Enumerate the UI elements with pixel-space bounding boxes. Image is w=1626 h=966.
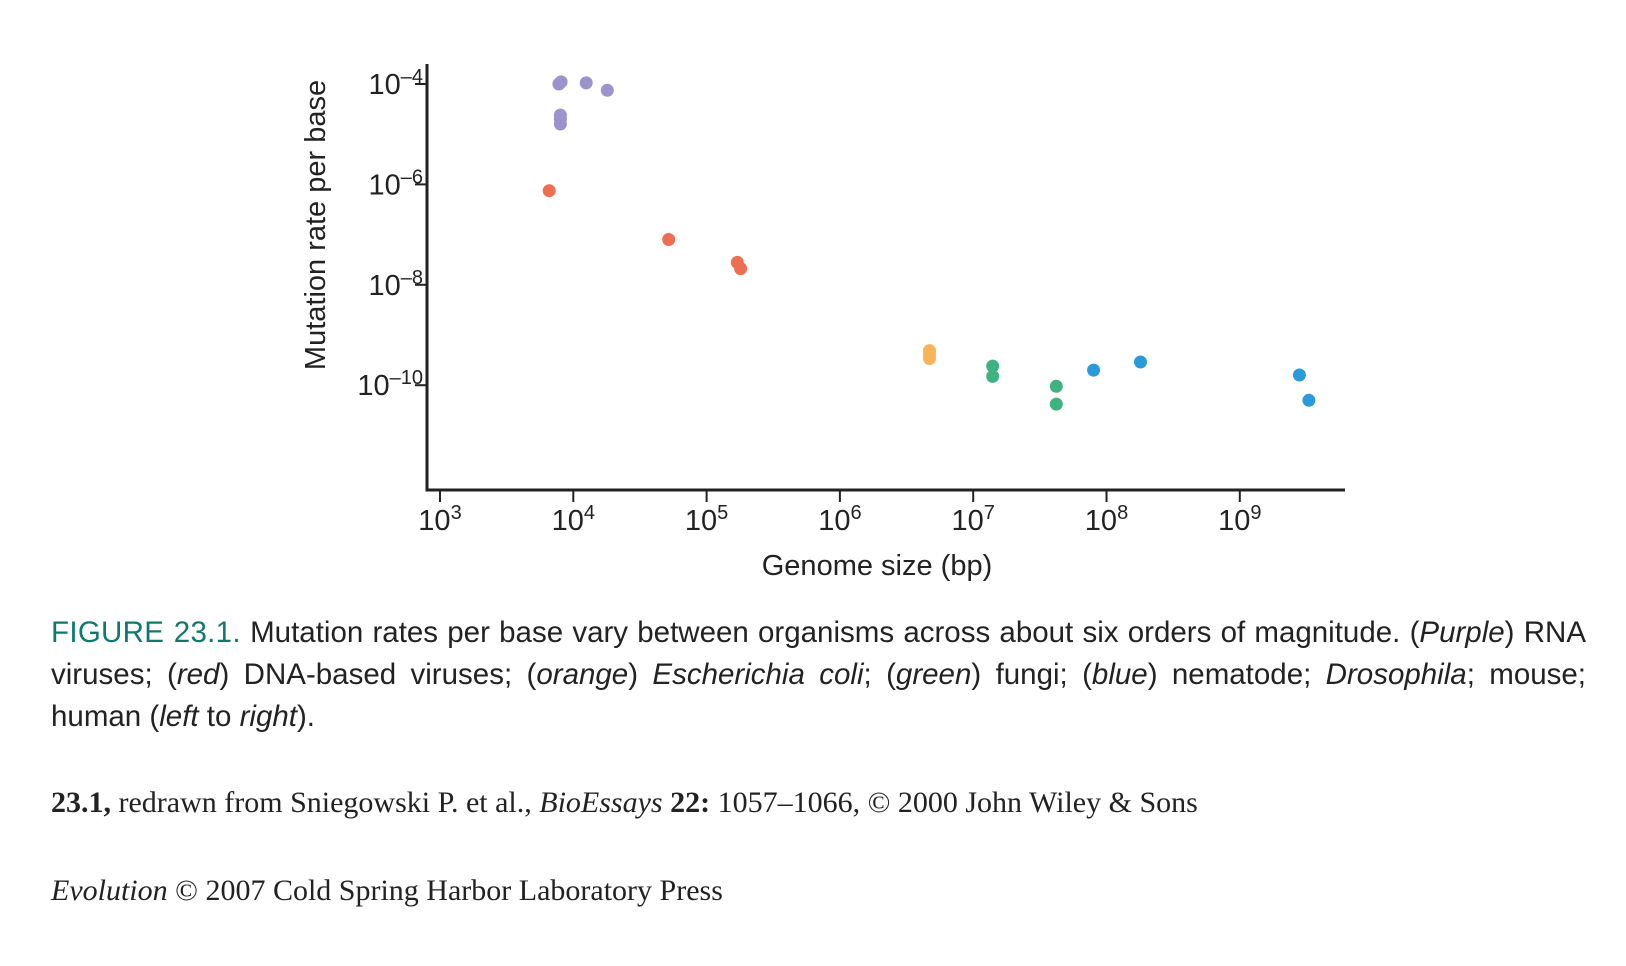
data-point bbox=[542, 184, 556, 198]
data-point bbox=[579, 76, 593, 90]
x-tick-label: 105 bbox=[685, 502, 728, 537]
data-point bbox=[923, 352, 936, 365]
x-axis-title: Genome size (bp) bbox=[762, 550, 993, 582]
data-point bbox=[600, 83, 614, 97]
data-point bbox=[1049, 397, 1063, 411]
figure-caption: FIGURE 23.1. Mutation rates per base var… bbox=[51, 616, 1587, 733]
y-tick-label: 10–8 bbox=[368, 267, 423, 302]
x-ticks: 103 104 105 106 107 108 109 bbox=[418, 490, 1261, 537]
figure-credit: 23.1, redrawn from Sniegowski P. et al.,… bbox=[51, 786, 1198, 819]
data-point bbox=[1134, 355, 1147, 369]
y-tick-label: 10–6 bbox=[368, 166, 423, 201]
y-tick-label: 10–4 bbox=[368, 66, 423, 101]
x-tick-label: 106 bbox=[818, 502, 861, 537]
axes bbox=[425, 64, 1345, 492]
y-tick-label: 10–10 bbox=[357, 367, 423, 402]
data-point bbox=[986, 369, 1000, 383]
data-point bbox=[1292, 368, 1306, 382]
data-point bbox=[986, 359, 1000, 373]
x-tick-label: 107 bbox=[952, 502, 995, 537]
data-point bbox=[554, 75, 568, 89]
data-points bbox=[542, 75, 1316, 411]
data-point bbox=[1087, 363, 1101, 377]
y-axis-title: Mutation rate per base bbox=[300, 80, 332, 370]
data-point bbox=[662, 233, 676, 246]
x-tick-label: 103 bbox=[418, 502, 461, 537]
x-tick-label: 108 bbox=[1085, 502, 1128, 537]
data-point bbox=[553, 117, 567, 131]
x-tick-label: 104 bbox=[552, 502, 595, 537]
x-tick-label: 109 bbox=[1218, 502, 1261, 537]
book-credit: Evolution © 2007 Cold Spring Harbor Labo… bbox=[51, 874, 723, 907]
y-ticks: 10–4 10–6 10–8 10–10 bbox=[357, 66, 427, 402]
figure-label: FIGURE 23.1. bbox=[51, 616, 241, 649]
data-point bbox=[734, 262, 748, 276]
scatter-chart: 103 104 105 106 107 108 109 10–410–610–810–10 … bbox=[300, 64, 1345, 582]
data-point bbox=[1302, 393, 1316, 407]
data-point bbox=[1049, 379, 1063, 393]
